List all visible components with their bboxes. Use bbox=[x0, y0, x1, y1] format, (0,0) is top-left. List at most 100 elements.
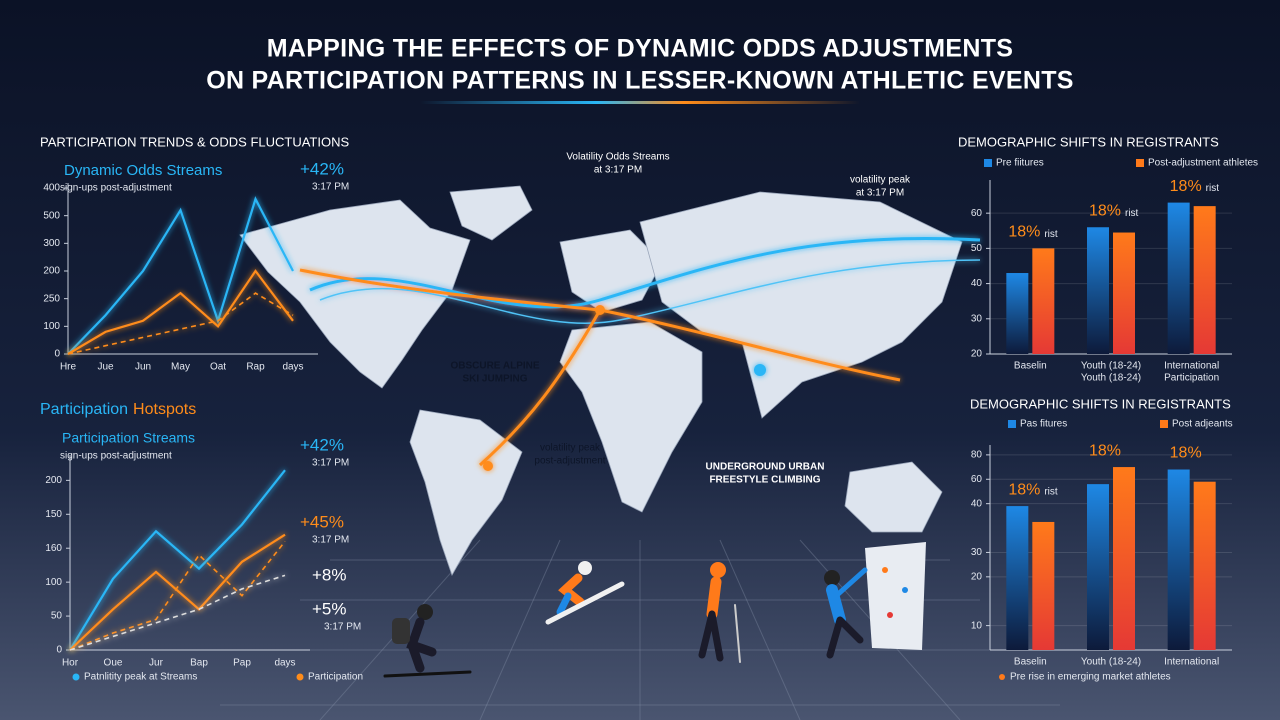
annotation: 18% bbox=[1008, 481, 1040, 498]
legend-marker bbox=[984, 159, 992, 167]
title-underline bbox=[420, 101, 860, 104]
bar bbox=[1193, 481, 1216, 650]
y-tick-label: 150 bbox=[45, 509, 62, 520]
bar bbox=[1032, 248, 1055, 354]
series-line bbox=[69, 469, 286, 651]
x-tick-label: May bbox=[171, 362, 190, 373]
annotation: +45% bbox=[300, 512, 344, 531]
series-line bbox=[69, 533, 286, 651]
y-tick-label: 60 bbox=[971, 474, 983, 485]
map-label: Volatility Odds Streams bbox=[566, 152, 669, 163]
legend-marker bbox=[72, 673, 80, 681]
annotation-note: rist bbox=[1044, 229, 1058, 240]
odds-streams bbox=[299, 236, 981, 471]
legend-label: Post adjeants bbox=[1172, 419, 1233, 430]
y-tick-label: 200 bbox=[43, 266, 60, 277]
map-labels: Volatility Odds Streams at 3:17 PM volat… bbox=[450, 152, 911, 486]
bar bbox=[1006, 273, 1029, 354]
x-tick-label: Jue bbox=[97, 362, 114, 373]
annotation-note: 3:17 PM bbox=[324, 622, 361, 633]
y-tick-label: 400 bbox=[43, 183, 60, 194]
x-tick-label: Pap bbox=[233, 658, 251, 669]
chart-subtitle: Participation Streams bbox=[62, 430, 195, 446]
y-tick-label: 250 bbox=[43, 293, 60, 304]
legend-marker bbox=[1008, 420, 1016, 428]
y-tick-label: 100 bbox=[45, 577, 62, 588]
legend-label: Pas fitures bbox=[1020, 419, 1067, 430]
y-tick-label: 20 bbox=[971, 349, 983, 360]
x-tick-label: Participation bbox=[1164, 373, 1219, 384]
y-tick-label: 80 bbox=[971, 450, 983, 461]
title-line: MAPPING THE EFFECTS OF DYNAMIC ODDS ADJU… bbox=[267, 35, 1014, 63]
chart-note: sign-ups post-adjustment bbox=[60, 183, 172, 194]
map-label: at 3:17 PM bbox=[856, 188, 904, 199]
x-tick-label: Jur bbox=[149, 658, 164, 669]
y-tick-label: 50 bbox=[971, 243, 983, 254]
annotation-note: 3:17 PM bbox=[312, 535, 349, 546]
annotation-note: rist bbox=[1125, 208, 1139, 219]
map-label: post-adjustment bbox=[534, 456, 605, 467]
y-tick-label: 100 bbox=[43, 321, 60, 332]
map-label: volatility peak bbox=[540, 443, 601, 454]
x-tick-label: Youth (18-24) bbox=[1081, 657, 1141, 668]
y-tick-label: 30 bbox=[971, 313, 983, 324]
bar bbox=[1032, 521, 1055, 650]
annotation: +8% bbox=[312, 565, 347, 584]
y-tick-label: 20 bbox=[971, 571, 983, 582]
y-tick-label: 30 bbox=[971, 547, 983, 558]
annotation-note: rist bbox=[1044, 487, 1058, 498]
map-label: UNDERGROUND URBAN bbox=[706, 462, 825, 473]
x-tick-label: Hor bbox=[62, 658, 79, 669]
bar bbox=[1087, 227, 1109, 354]
annotation: 18% bbox=[1089, 202, 1121, 219]
x-tick-label: Baselin bbox=[1014, 657, 1047, 668]
x-tick-label: days bbox=[274, 658, 295, 669]
series-line bbox=[69, 540, 286, 651]
floor-grid bbox=[220, 539, 1060, 720]
y-tick-label: 300 bbox=[43, 238, 60, 249]
y-tick-label: 40 bbox=[971, 278, 983, 289]
x-tick-label: International bbox=[1164, 361, 1219, 372]
x-tick-label: Youth (18-24) bbox=[1081, 361, 1141, 372]
map-label: volatility peak bbox=[850, 175, 911, 186]
y-tick-label: 0 bbox=[54, 349, 60, 360]
bar bbox=[1087, 484, 1109, 650]
x-tick-label: Bap bbox=[190, 658, 208, 669]
chart-title: DEMOGRAPHIC SHIFTS IN REGISTRANTS bbox=[958, 134, 1219, 149]
chart-footer: Pre rise in emerging market athletes bbox=[1010, 672, 1171, 683]
annotation: +42% bbox=[300, 159, 344, 178]
skier bbox=[383, 604, 472, 678]
climber bbox=[824, 542, 926, 659]
y-tick-label: 50 bbox=[51, 611, 63, 622]
x-tick-label: Jun bbox=[135, 362, 151, 373]
chart-subtitle: Dynamic Odds Streams bbox=[64, 162, 222, 179]
y-tick-label: 0 bbox=[56, 645, 62, 656]
legend-label: Pre fiitures bbox=[996, 158, 1044, 169]
snowboarder bbox=[545, 561, 625, 625]
legend-label: Participation bbox=[308, 672, 363, 683]
legend-label: Post-adjustment athletes bbox=[1148, 158, 1258, 169]
legend-marker bbox=[296, 673, 304, 681]
x-tick-label: International bbox=[1164, 657, 1219, 668]
annotation: 18% bbox=[1089, 442, 1121, 459]
y-tick-label: 40 bbox=[971, 498, 983, 509]
bar bbox=[1113, 467, 1135, 650]
x-tick-label: Youth (18-24) bbox=[1081, 373, 1141, 384]
chart-note: sign-ups post-adjustment bbox=[60, 451, 172, 462]
map-label: at 3:17 PM bbox=[594, 165, 642, 176]
series-line bbox=[69, 574, 286, 651]
footer-dot bbox=[999, 674, 1005, 680]
walker bbox=[698, 562, 741, 663]
annotation-note: 3:17 PM bbox=[312, 458, 349, 469]
annotation: +5% bbox=[312, 599, 347, 618]
title-line: ON PARTICIPATION PATTERNS IN LESSER-KNOW… bbox=[206, 67, 1074, 95]
map-label: OBSCURE ALPINE bbox=[450, 361, 539, 372]
bar bbox=[1167, 469, 1190, 650]
map-label: FREESTYLE CLIMBING bbox=[709, 475, 820, 486]
heading-part: Participation bbox=[40, 401, 128, 418]
bar bbox=[1193, 206, 1216, 354]
annotation-note: rist bbox=[1206, 183, 1220, 194]
athletes bbox=[383, 542, 926, 678]
y-tick-label: 10 bbox=[971, 620, 983, 631]
